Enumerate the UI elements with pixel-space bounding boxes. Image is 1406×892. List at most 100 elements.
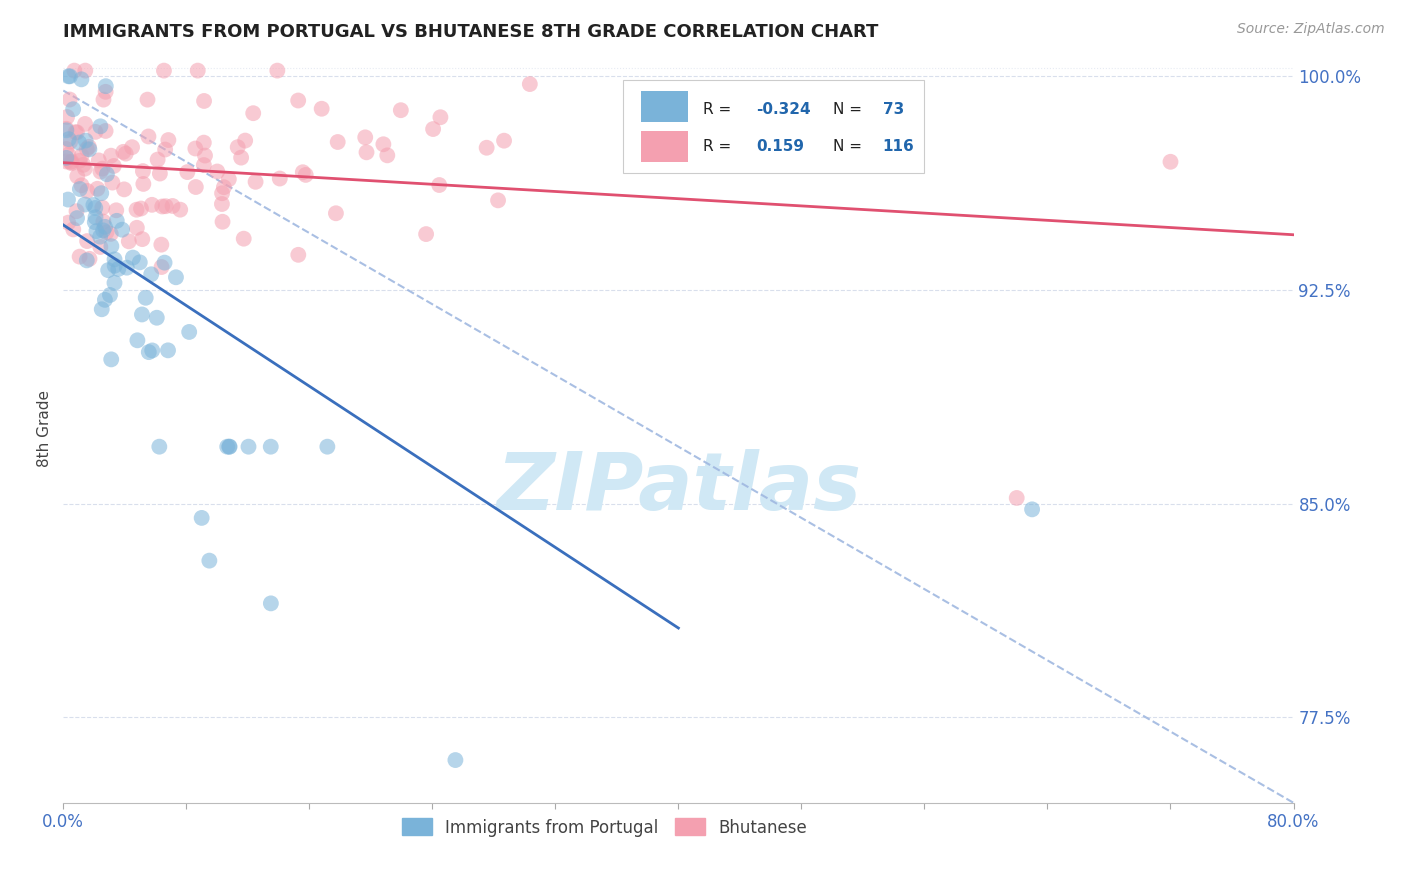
Point (131, 232, 153, 246)
Point (162, 199, 184, 213)
Point (326, 135, 349, 149)
Point (141, 343, 163, 358)
Point (325, 206, 347, 220)
Point (121, 140, 143, 154)
Point (176, 165, 198, 179)
Point (73, 197, 96, 211)
Point (1159, 154, 1181, 169)
Point (62, 102, 84, 116)
Point (184, 180, 207, 194)
Point (75, 63, 97, 78)
Text: -0.324: -0.324 (756, 103, 810, 118)
Point (146, 153, 169, 167)
Point (1021, 502, 1043, 516)
Bar (641, 91, 689, 122)
Point (153, 63, 176, 78)
Point (67, 136, 90, 150)
Point (58, 70, 80, 84)
Point (59, 70, 82, 84)
Point (157, 133, 180, 147)
Text: IMMIGRANTS FROM PORTUGAL VS BHUTANESE 8TH GRADE CORRELATION CHART: IMMIGRANTS FROM PORTUGAL VS BHUTANESE 8T… (63, 23, 879, 41)
Point (84, 211, 107, 225)
Point (76, 234, 98, 248)
Point (193, 94, 215, 108)
Point (58, 147, 80, 161)
Point (94, 85, 117, 99)
Point (311, 102, 333, 116)
Point (79, 142, 101, 156)
Point (218, 440, 240, 454)
Point (138, 129, 160, 144)
Point (79, 252, 101, 266)
Point (427, 178, 450, 192)
Point (287, 94, 309, 108)
Point (55, 142, 77, 156)
Point (96, 167, 118, 181)
Point (218, 172, 240, 186)
Y-axis label: 8th Grade: 8th Grade (37, 390, 52, 467)
Point (100, 352, 122, 367)
Point (90, 186, 112, 201)
Point (231, 151, 253, 165)
Point (242, 106, 264, 120)
Point (84, 201, 107, 215)
Point (60, 154, 83, 169)
Point (89, 229, 111, 244)
Point (132, 164, 155, 178)
Bar (641, 131, 689, 162)
Point (94, 219, 117, 234)
Point (287, 248, 309, 262)
Point (65, 125, 87, 139)
Point (211, 186, 233, 201)
Point (494, 134, 516, 148)
Point (198, 554, 221, 568)
Point (115, 260, 138, 275)
Point (103, 252, 125, 267)
Point (316, 440, 339, 454)
Point (354, 130, 377, 145)
Point (76, 253, 98, 268)
Text: 0.159: 0.159 (756, 139, 804, 154)
Point (104, 259, 127, 273)
Point (519, 77, 541, 91)
Point (58, 132, 80, 146)
Point (260, 596, 283, 610)
Point (132, 177, 155, 191)
Point (375, 148, 398, 162)
Text: ZIPatlas: ZIPatlas (496, 449, 860, 527)
Point (238, 440, 260, 454)
Point (415, 227, 437, 241)
Point (75, 134, 97, 148)
Point (269, 171, 291, 186)
Point (87, 153, 110, 168)
Point (86, 224, 108, 238)
Point (66, 211, 89, 225)
Point (422, 122, 444, 136)
Point (91, 223, 114, 237)
Point (444, 753, 467, 767)
Point (291, 165, 314, 179)
Point (114, 146, 136, 161)
Point (76, 184, 98, 198)
Point (66, 169, 89, 184)
Point (100, 239, 122, 253)
Point (94, 79, 117, 94)
Point (111, 222, 134, 236)
Point (141, 268, 163, 282)
Point (55, 123, 77, 137)
Point (55, 121, 77, 136)
Point (138, 345, 160, 359)
Point (62, 222, 84, 236)
Point (60, 156, 83, 170)
Point (149, 167, 172, 181)
Point (129, 202, 152, 216)
Point (131, 308, 153, 322)
Point (169, 202, 191, 217)
Point (77, 140, 100, 154)
Point (150, 199, 173, 213)
Point (69, 250, 91, 264)
Point (211, 197, 233, 211)
Point (226, 140, 249, 154)
Point (89, 120, 111, 134)
Point (63, 63, 86, 78)
